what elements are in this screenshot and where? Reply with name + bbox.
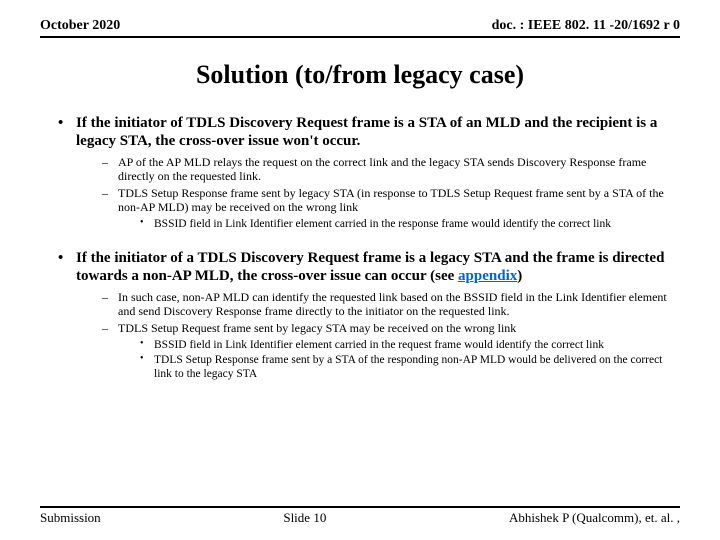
bullet-text-post: ): [517, 268, 522, 284]
footer-right: Abhishek P (Qualcomm), et. al. ,: [509, 510, 680, 526]
bullet-list: If the initiator of a TDLS Discovery Req…: [40, 249, 680, 381]
header-date: October 2020: [40, 18, 120, 34]
bullet-item: If the initiator of TDLS Discovery Reque…: [58, 114, 680, 231]
bullet-text: If the initiator of a TDLS Discovery Req…: [76, 250, 664, 284]
sub-text: In such case, non-AP MLD can identify th…: [118, 290, 667, 319]
sub-item: In such case, non-AP MLD can identify th…: [102, 290, 680, 319]
sub-item: TDLS Setup Request frame sent by legacy …: [102, 321, 680, 381]
footer-left: Submission: [40, 510, 101, 526]
slide-page: October 2020 doc. : IEEE 802. 11 -20/169…: [0, 0, 720, 540]
sub-item: AP of the AP MLD relays the request on t…: [102, 155, 680, 184]
sub-text: TDLS Setup Response frame sent by legacy…: [118, 186, 664, 215]
sub-list: AP of the AP MLD relays the request on t…: [76, 155, 680, 232]
header-doc-id: doc. : IEEE 802. 11 -20/1692 r 0: [492, 18, 680, 34]
subsub-text: TDLS Setup Response frame sent by a STA …: [154, 354, 662, 380]
appendix-link[interactable]: appendix: [458, 268, 517, 284]
sub-text: TDLS Setup Request frame sent by legacy …: [118, 321, 516, 335]
subsub-list: BSSID field in Link Identifier element c…: [118, 338, 680, 381]
subsub-text: BSSID field in Link Identifier element c…: [154, 339, 604, 351]
sub-text: AP of the AP MLD relays the request on t…: [118, 155, 646, 184]
bullet-item: If the initiator of a TDLS Discovery Req…: [58, 249, 680, 381]
subsub-item: TDLS Setup Response frame sent by a STA …: [140, 353, 680, 381]
footer-center: Slide 10: [283, 510, 326, 526]
header-bar: October 2020 doc. : IEEE 802. 11 -20/169…: [40, 18, 680, 38]
slide-title: Solution (to/from legacy case): [40, 60, 680, 90]
sub-list: In such case, non-AP MLD can identify th…: [76, 290, 680, 381]
subsub-list: BSSID field in Link Identifier element c…: [118, 217, 680, 231]
subsub-item: BSSID field in Link Identifier element c…: [140, 338, 680, 352]
subsub-text: BSSID field in Link Identifier element c…: [154, 218, 611, 230]
sub-item: TDLS Setup Response frame sent by legacy…: [102, 186, 680, 231]
bullet-list: If the initiator of TDLS Discovery Reque…: [40, 114, 680, 231]
footer-bar: Submission Slide 10 Abhishek P (Qualcomm…: [40, 506, 680, 526]
subsub-item: BSSID field in Link Identifier element c…: [140, 217, 680, 231]
bullet-text: If the initiator of TDLS Discovery Reque…: [76, 115, 657, 149]
